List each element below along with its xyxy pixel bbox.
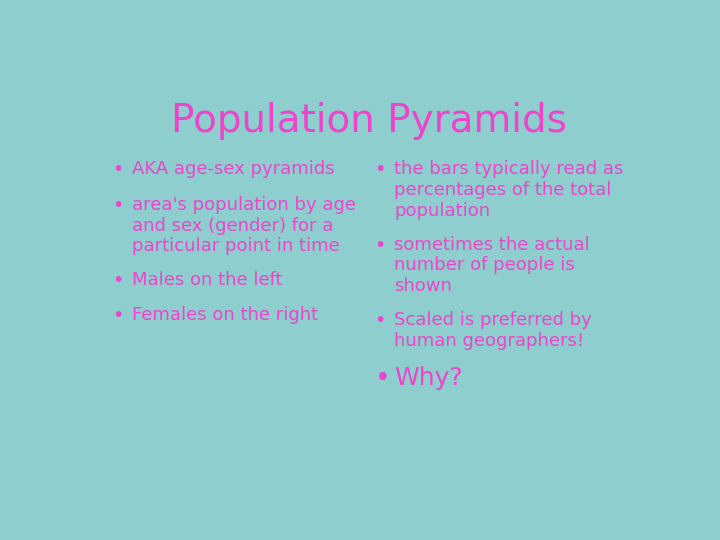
Text: •: • xyxy=(374,235,386,255)
Text: •: • xyxy=(374,311,386,330)
Text: sometimes the actual
number of people is
shown: sometimes the actual number of people is… xyxy=(394,235,590,295)
Text: •: • xyxy=(374,160,386,179)
Text: •: • xyxy=(112,271,124,290)
Text: Females on the right: Females on the right xyxy=(132,306,318,325)
Text: area's population by age
and sex (gender) for a
particular point in time: area's population by age and sex (gender… xyxy=(132,196,356,255)
Text: Why?: Why? xyxy=(394,366,463,390)
Text: •: • xyxy=(112,160,124,179)
Text: Population Pyramids: Population Pyramids xyxy=(171,102,567,140)
Text: •: • xyxy=(112,196,124,215)
Text: Scaled is preferred by
human geographers!: Scaled is preferred by human geographers… xyxy=(394,311,592,350)
Text: AKA age-sex pyramids: AKA age-sex pyramids xyxy=(132,160,335,178)
Text: •: • xyxy=(374,366,390,392)
Text: •: • xyxy=(112,306,124,326)
Text: Males on the left: Males on the left xyxy=(132,271,282,289)
Text: the bars typically read as
percentages of the total
population: the bars typically read as percentages o… xyxy=(394,160,624,220)
